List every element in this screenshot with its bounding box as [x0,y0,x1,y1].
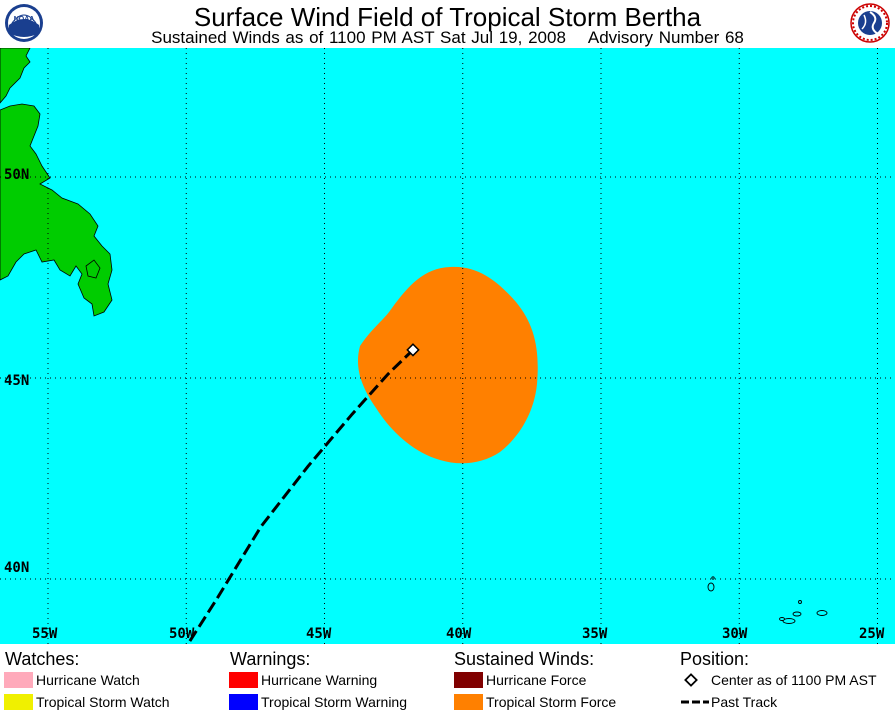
lat-label-40n: 40N [4,560,29,576]
lon-label-25w: 25W [859,626,885,642]
svg-text:NOAA: NOAA [14,16,35,23]
lon-label-35w: 35W [582,626,608,642]
tropical-storm-watch-swatch [4,694,33,710]
dashed-line-icon [681,700,709,704]
storm-center-icon [406,343,420,357]
legend-position-heading: Position: [680,649,750,669]
tropical-storm-warning-swatch [229,694,258,710]
lat-label-50n: 50N [4,167,29,183]
lon-label-50w: 50W [169,626,195,642]
hurricane-force-swatch [454,672,483,688]
tropical-storm-force-wind-field [357,266,538,464]
lat-label-45n: 45N [4,373,29,389]
legend-winds-heading: Sustained Winds: [454,649,595,669]
lon-label-30w: 30W [722,626,748,642]
longitude-labels: 55W 50W 45W 40W 35W 30W 25W [32,626,885,642]
legend-item-past-track: Past Track [680,693,892,711]
hurricane-watch-swatch [4,672,33,688]
legend-item-hurricane-warning: Hurricane Warning [229,671,429,689]
legend-item-hurricane-watch: Hurricane Watch [4,671,204,689]
azores-islands [707,576,828,624]
nws-logo-icon [850,3,890,43]
lon-label-45w: 45W [306,626,332,642]
newfoundland-landmass [0,48,113,317]
noaa-logo-icon: NOAA [5,4,43,42]
legend-item-center: Center as of 1100 PM AST [680,671,892,689]
page-title: Surface Wind Field of Tropical Storm Ber… [193,2,702,32]
legend-item-tropical-storm-warning: Tropical Storm Warning [229,693,429,711]
legend-watches-heading: Watches: [5,649,80,669]
past-track-line [186,348,415,644]
legend-item-tropical-storm-watch: Tropical Storm Watch [4,693,204,711]
legend-warnings-heading: Warnings: [230,649,311,669]
hurricane-warning-swatch [229,672,258,688]
legend: Watches: Hurricane Watch Tropical Storm … [0,644,895,716]
tropical-storm-force-swatch [454,694,483,710]
header: NOAA Surface Wind Field of Tropical Stor… [0,0,895,48]
page-subtitle: Sustained Winds as of 1100 PM AST Sat Ju… [151,28,744,47]
lat-lon-grid [0,48,895,644]
latitude-labels: 50N 45N 40N [4,167,29,576]
wind-field-map: 50N 45N 40N 55W 50W 45W 40W 35W 30W 25W [0,48,895,644]
lon-label-40w: 40W [446,626,472,642]
diamond-icon [684,673,698,687]
lon-label-55w: 55W [32,626,58,642]
legend-item-tropical-storm-force: Tropical Storm Force [454,693,654,711]
legend-item-hurricane-force: Hurricane Force [454,671,654,689]
